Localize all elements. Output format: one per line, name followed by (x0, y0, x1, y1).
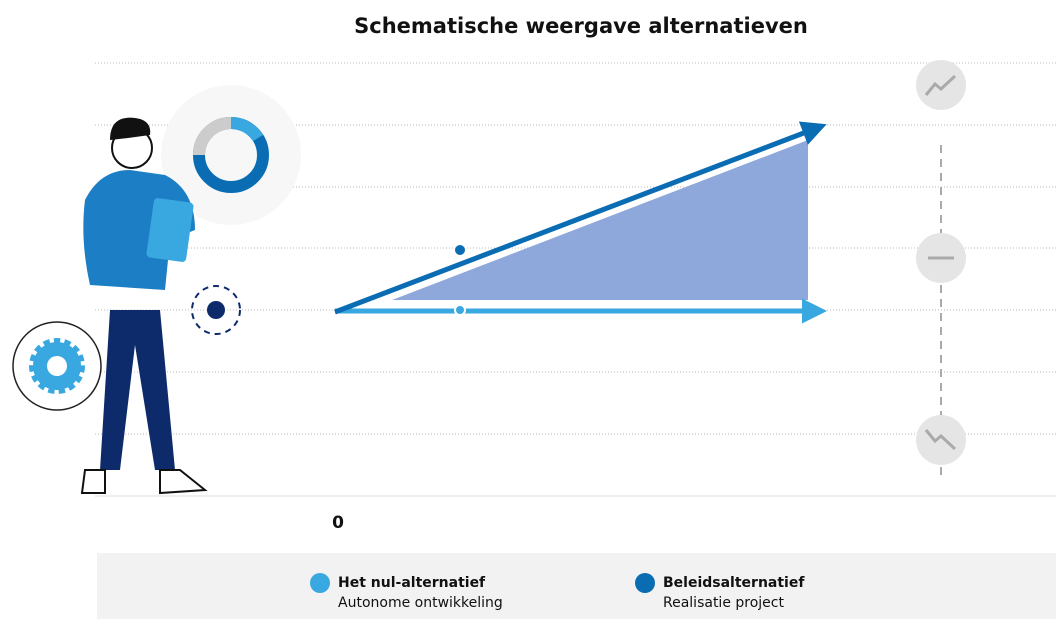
trend-icons (916, 60, 966, 480)
effect-area (392, 140, 808, 300)
legend-name: Het nul-alternatief (338, 575, 486, 591)
legend-box (97, 553, 1056, 619)
legend-swatch (310, 573, 330, 593)
legend-swatch (635, 573, 655, 593)
legend-description: Realisatie project (663, 595, 784, 611)
legend-name: Beleidsalternatief (663, 575, 805, 591)
marker-dot (455, 245, 465, 255)
origin-label: 0 (332, 513, 344, 533)
marker-dot (455, 305, 465, 315)
legend-description: Autonome ontwikkeling (338, 595, 503, 611)
page: Schematische weergave alternatieven 0 (0, 0, 1056, 619)
title: Schematische weergave alternatieven (354, 14, 808, 38)
illustration (13, 85, 301, 493)
